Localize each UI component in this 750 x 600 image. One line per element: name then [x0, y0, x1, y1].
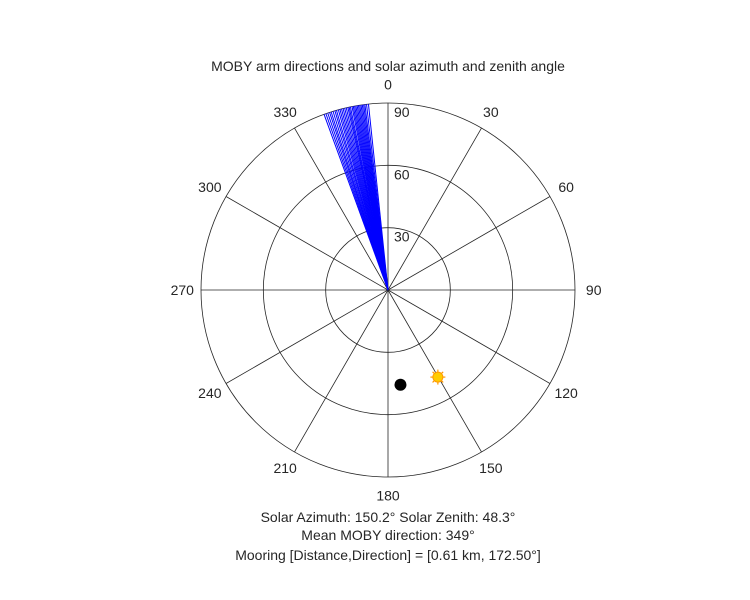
grid-spoke-150	[387, 289, 482, 453]
theta-tick-label-150: 150	[479, 460, 503, 476]
grid-spoke-330	[294, 127, 389, 291]
moby-direction-text: Mean MOBY direction: 349°	[301, 527, 474, 543]
sun-marker	[430, 369, 446, 385]
theta-tick-label-240: 240	[198, 385, 222, 401]
grid-spoke-60	[387, 196, 551, 291]
markers	[394, 369, 446, 391]
sun-disc	[432, 371, 444, 383]
mooring-marker	[394, 378, 407, 391]
grid-spoke-120	[387, 289, 551, 384]
polar-grid	[200, 102, 576, 478]
grid-spoke-300	[225, 196, 389, 291]
theta-tick-label-210: 210	[273, 460, 297, 476]
mooring-info-text: Mooring [Distance,Direction] = [0.61 km,…	[235, 547, 541, 563]
r-tick-labels: 30 60 90	[394, 104, 410, 245]
theta-tick-label-60: 60	[558, 179, 574, 195]
moby-arm-lines	[323, 103, 389, 291]
theta-tick-label-270: 270	[171, 282, 195, 298]
theta-tick-label-330: 330	[273, 104, 297, 120]
moby-arm-line-29	[367, 103, 389, 291]
theta-tick-label-0: 0	[384, 76, 392, 92]
grid-spoke-30	[387, 127, 482, 291]
theta-tick-label-30: 30	[483, 104, 499, 120]
r-tick-label-30: 30	[394, 229, 410, 245]
theta-tick-label-180: 180	[376, 488, 400, 504]
theta-tick-label-120: 120	[554, 385, 578, 401]
chart-title: MOBY arm directions and solar azimuth an…	[211, 58, 565, 74]
grid-spoke-240	[225, 289, 389, 384]
r-tick-label-60: 60	[394, 166, 410, 182]
theta-tick-label-90: 90	[586, 282, 602, 298]
solar-info-text: Solar Azimuth: 150.2° Solar Zenith: 48.3…	[261, 509, 516, 525]
grid-spoke-210	[294, 289, 389, 453]
theta-tick-label-300: 300	[198, 179, 222, 195]
theta-tick-labels: 0 30 60 90 120 150 180 210 240 270 300 330	[171, 76, 602, 503]
r-tick-label-90: 90	[394, 104, 410, 120]
